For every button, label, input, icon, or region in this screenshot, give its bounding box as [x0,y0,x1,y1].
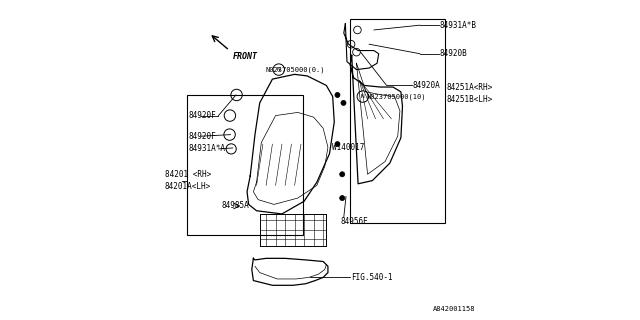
Text: N023705000(0.): N023705000(0.) [265,66,324,73]
Text: FIG.540-1: FIG.540-1 [351,273,393,282]
Bar [350,19,445,223]
Text: 84920A: 84920A [413,81,441,90]
Text: 84201A<LH>: 84201A<LH> [164,182,211,191]
Circle shape [335,142,340,147]
Text: 84920F: 84920F [188,132,216,141]
Text: 84920F: 84920F [188,111,216,120]
Text: 84920B: 84920B [440,49,468,58]
Bar [187,95,303,235]
Text: W140017: W140017 [332,143,364,152]
Text: 84251A<RH>: 84251A<RH> [446,83,493,92]
Circle shape [335,92,340,98]
Text: N023705000(10): N023705000(10) [367,93,426,100]
Text: 84956E: 84956E [340,217,369,226]
Text: 84251B<LH>: 84251B<LH> [446,95,493,104]
Circle shape [340,172,345,177]
Text: 84931A*A: 84931A*A [188,144,225,153]
Text: 84985A: 84985A [221,202,250,211]
Circle shape [341,100,346,105]
Text: A842001158: A842001158 [433,306,476,312]
Text: N: N [361,94,365,99]
Text: 84201 <RH>: 84201 <RH> [164,170,211,179]
Text: 84931A*B: 84931A*B [440,21,477,30]
Circle shape [340,196,345,201]
Text: FRONT: FRONT [233,52,258,61]
Text: N: N [277,67,280,72]
